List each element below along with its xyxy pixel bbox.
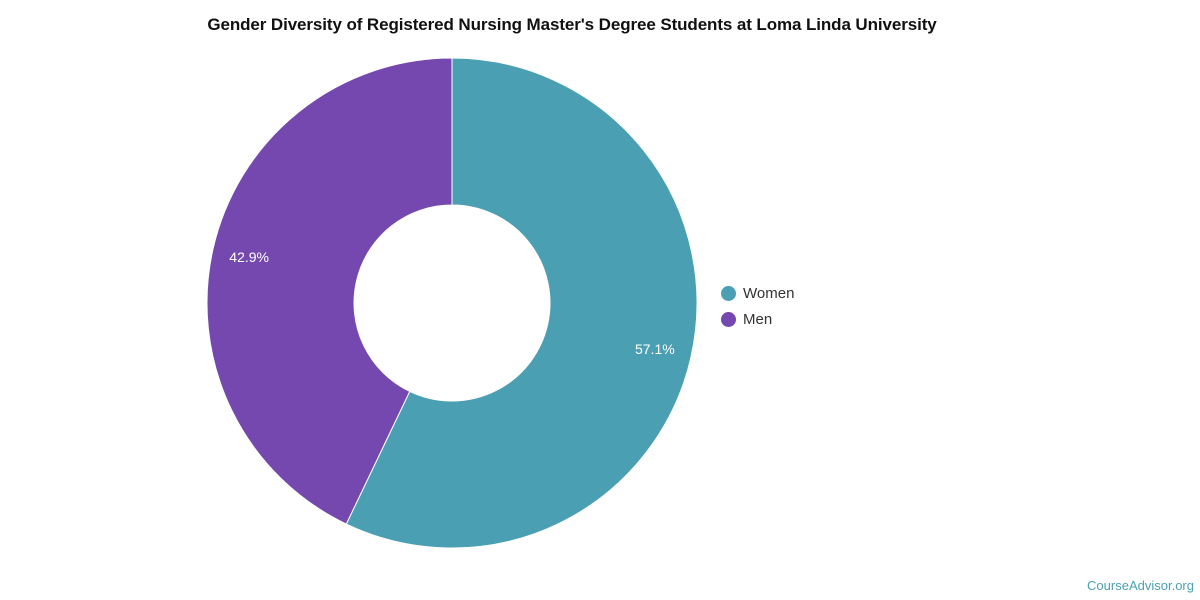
legend-swatch-men: [721, 311, 736, 327]
legend-label-men: Men: [743, 310, 773, 328]
legend-label-women: Women: [743, 284, 795, 302]
watermark: CourseAdvisor.org: [1087, 578, 1194, 593]
chart-title: Gender Diversity of Registered Nursing M…: [207, 15, 937, 34]
data-label-women: 57.1%: [635, 341, 675, 357]
legend-swatch-women: [721, 285, 736, 301]
slice-women[interactable]: [345, 57, 698, 549]
legend-item-men[interactable]: Men: [721, 306, 794, 332]
legend-item-women[interactable]: Women: [721, 280, 794, 306]
slice-men[interactable]: [206, 57, 453, 525]
legend: Women Men: [721, 280, 794, 332]
data-label-men: 42.9%: [229, 249, 269, 265]
